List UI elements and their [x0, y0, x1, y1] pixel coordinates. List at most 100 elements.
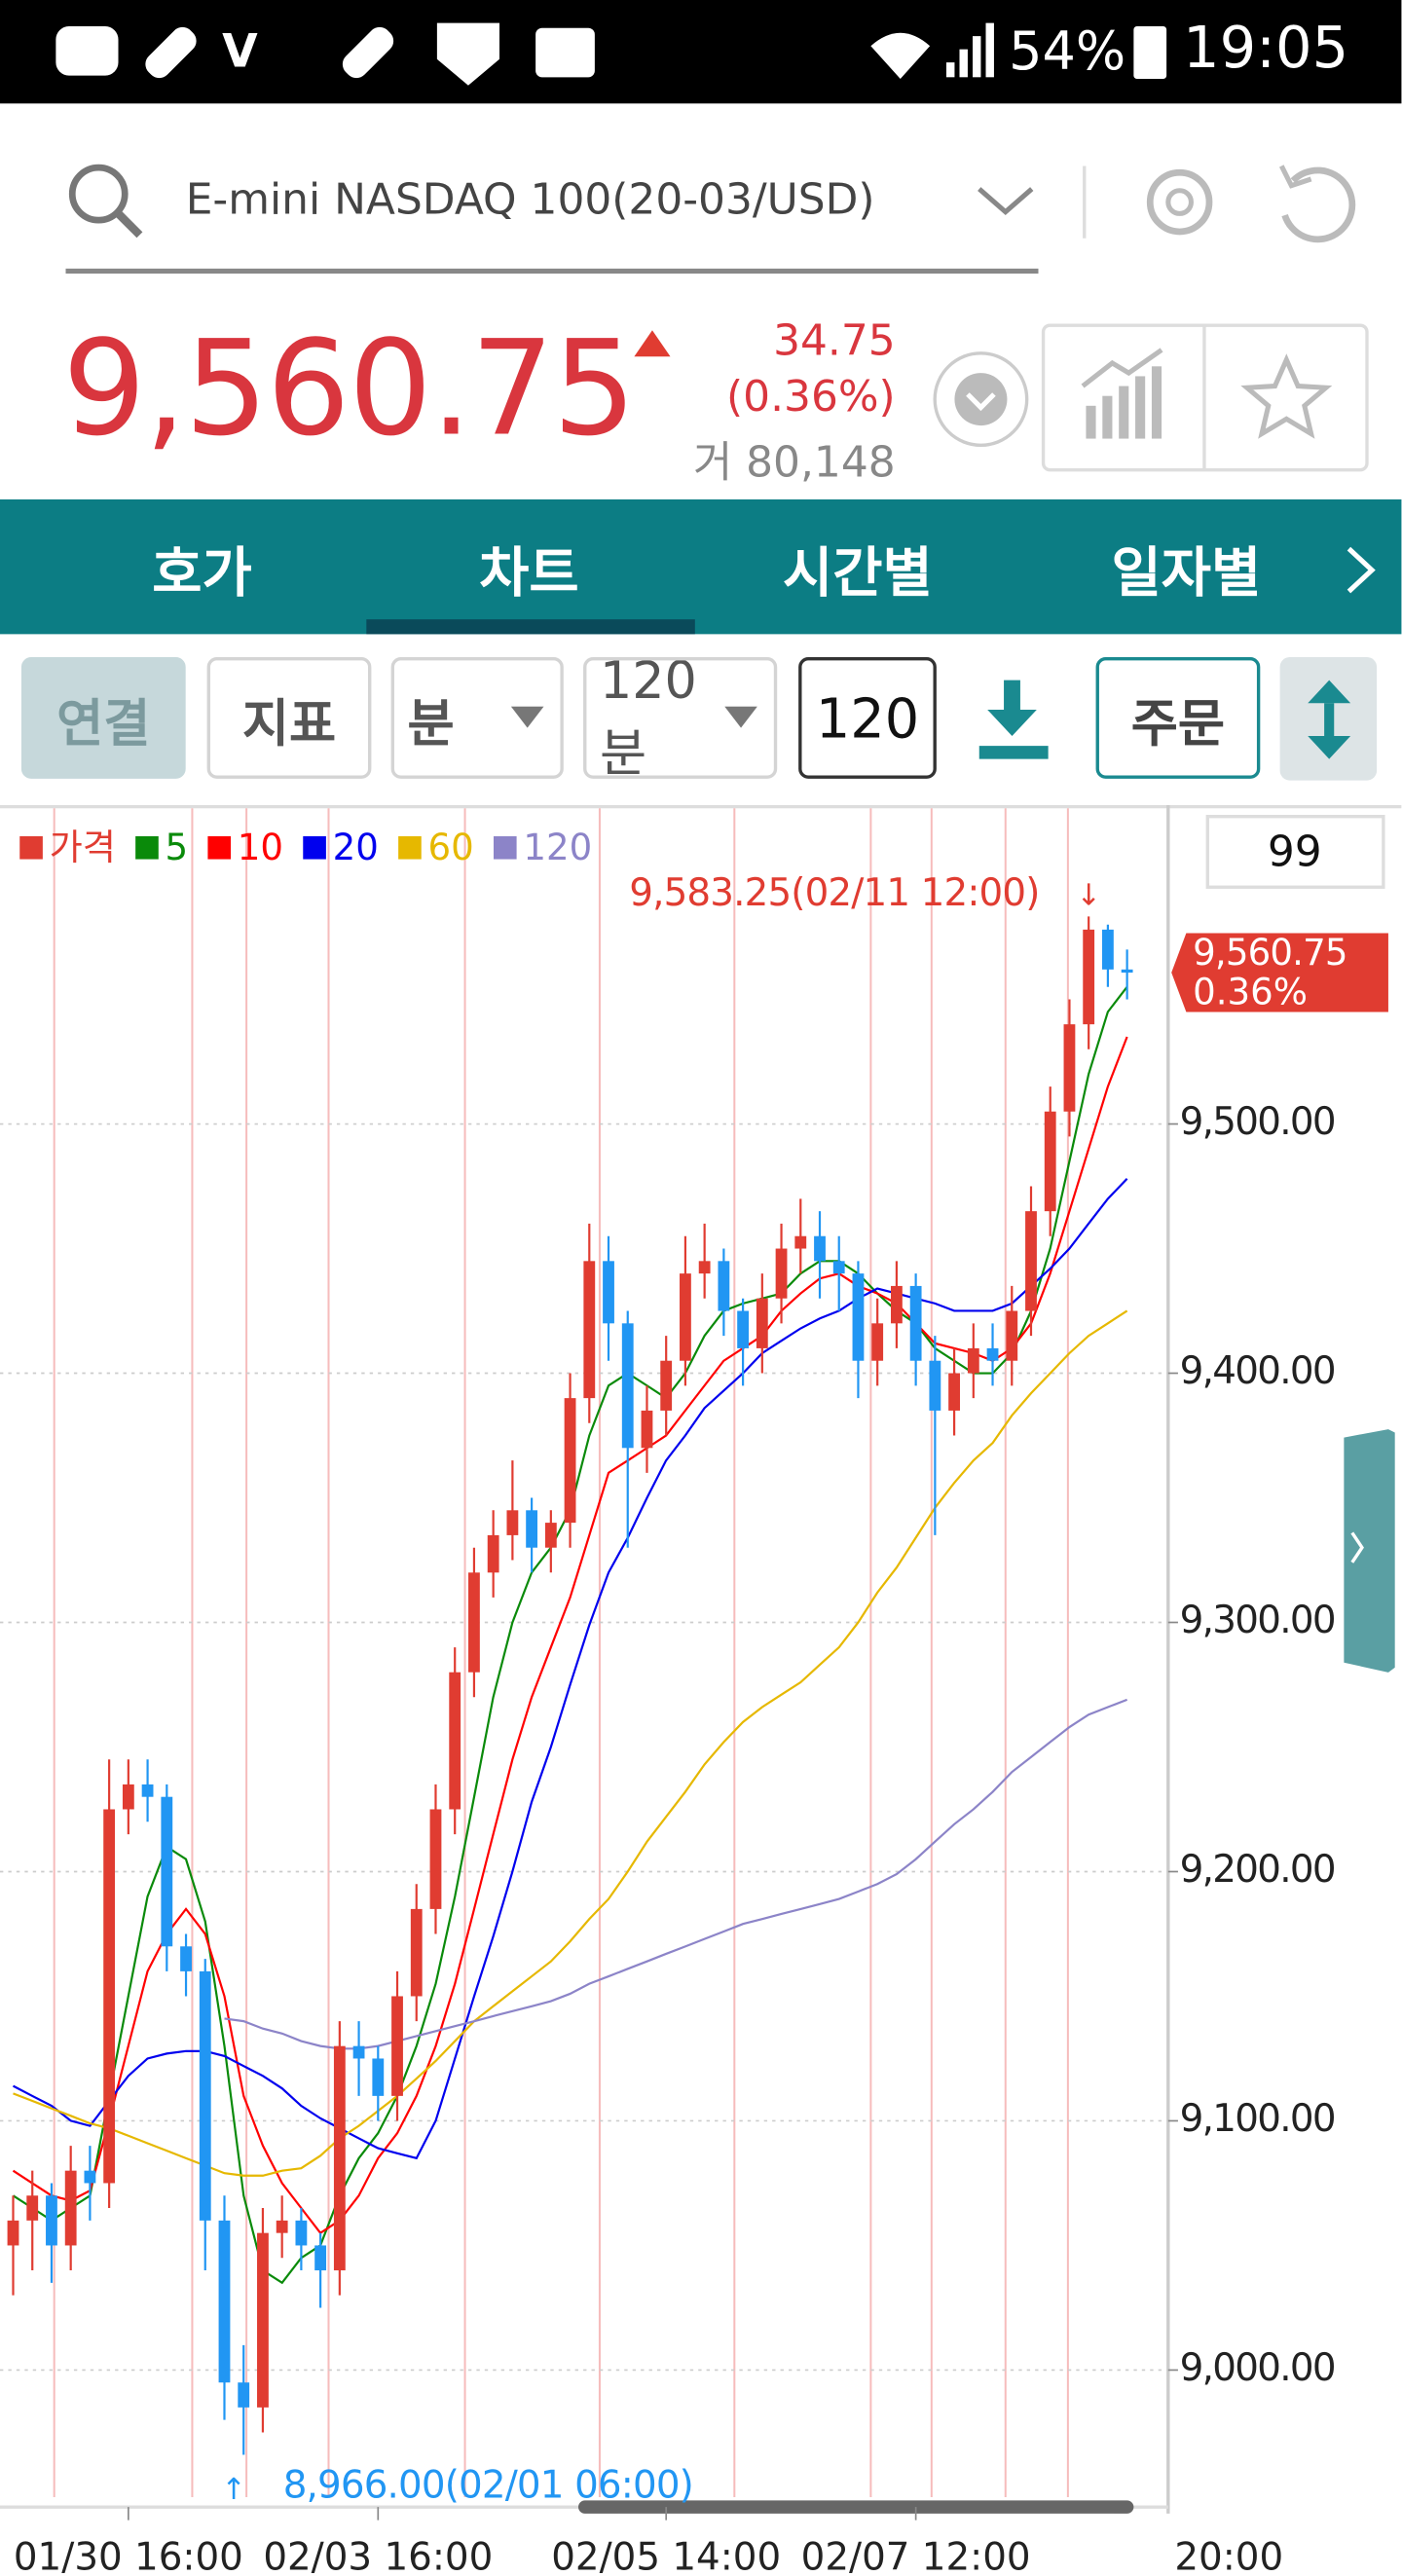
toggle-button[interactable] — [1279, 657, 1379, 782]
candle-body — [698, 1261, 711, 1274]
candle-body — [1121, 969, 1133, 974]
candle-body — [660, 1360, 673, 1411]
candle-body — [372, 2058, 385, 2096]
plot-area — [0, 808, 1168, 2497]
candle-body — [871, 1323, 884, 1361]
side-handle[interactable] — [1344, 1429, 1395, 1673]
candle-body — [1063, 1024, 1076, 1112]
refresh-icon[interactable] — [1281, 166, 1356, 243]
last-price-label: 9,560.75 — [1193, 932, 1347, 974]
ma-line — [13, 1309, 1128, 2177]
legend-label: 5 — [166, 827, 189, 868]
tab[interactable]: 호가 — [152, 540, 252, 605]
candle-body — [680, 1273, 691, 1361]
symbol-name[interactable]: E-mini NASDAQ 100(20-03/USD) — [185, 175, 875, 226]
candle-body — [814, 1235, 826, 1262]
candle-body — [737, 1310, 750, 1348]
candle-body — [64, 2170, 77, 2246]
candle-body — [352, 2045, 365, 2059]
candle-body — [161, 1796, 173, 1947]
settings-icon[interactable] — [1146, 168, 1213, 236]
candle-body — [909, 1285, 922, 1361]
unit-text: 분 — [407, 693, 455, 754]
candle-body — [1025, 1211, 1037, 1311]
legend-label: 60 — [427, 827, 473, 868]
y-tick-label: 9,500.00 — [1180, 1100, 1335, 1144]
candle-body — [852, 1273, 865, 1361]
svg-text:V: V — [222, 25, 258, 79]
candle-body — [544, 1523, 557, 1548]
download-button[interactable] — [973, 674, 1054, 769]
max-annotation: 9,583.25(02/11 12:00) — [629, 871, 1039, 915]
y-tick-label: 9,400.00 — [1180, 1349, 1335, 1393]
tab-indicator — [366, 619, 695, 635]
candle-body — [468, 1572, 480, 1673]
chart-button[interactable] — [1081, 348, 1163, 439]
candle-body — [487, 1534, 499, 1573]
y-tick-label: 9,100.00 — [1180, 2097, 1335, 2141]
max-arrow: ↓ — [1076, 879, 1100, 913]
count-input[interactable]: 120 — [798, 657, 937, 779]
count-box-text: 99 — [1268, 828, 1322, 877]
candle-body — [391, 1996, 403, 2096]
x-tick-label: 02/05 14:00 — [551, 2536, 781, 2576]
candle-body — [756, 1298, 768, 1348]
candle-body — [46, 2195, 57, 2246]
x-tick-label: 01/30 16:00 — [14, 2536, 243, 2576]
tab-active[interactable]: 차트 — [479, 540, 579, 605]
period-select[interactable]: 120분 — [583, 657, 778, 779]
last-pct-label: 0.36% — [1193, 971, 1308, 1012]
status-icons: V — [55, 22, 1167, 86]
candle-body — [603, 1261, 614, 1324]
volume: 거 80,148 — [692, 438, 896, 489]
legend-label: 가격 — [50, 827, 116, 868]
candle-body — [7, 2220, 19, 2246]
ma-line — [12, 1178, 1128, 2160]
candle-body — [526, 1510, 538, 1548]
x-tick-label: 02/03 16:00 — [263, 2536, 493, 2576]
connect-button[interactable]: 연결 — [20, 657, 186, 779]
unit-select[interactable]: 분 — [390, 657, 564, 779]
chart: 99 9,000.00 9,100.00 9,200.00 9,300.00 9,400… — [0, 804, 1402, 2576]
min-annotation: 8,966.00(02/01 06:00) — [283, 2464, 693, 2508]
battery-text: 54% — [1009, 19, 1126, 83]
candle-body — [832, 1261, 845, 1274]
candle-body — [775, 1248, 788, 1299]
legend-swatch — [135, 835, 159, 860]
candle-body — [1101, 929, 1114, 970]
candle-body — [26, 2195, 39, 2221]
legend-label: 20 — [333, 827, 379, 868]
scrollbar[interactable] — [578, 2500, 1134, 2514]
candle-body — [84, 2170, 96, 2184]
candle-body — [986, 1347, 999, 1361]
tab[interactable]: 시간별 — [783, 540, 933, 605]
min-arrow: ↑ — [221, 2473, 245, 2507]
candle-body — [276, 2220, 288, 2233]
last-price-tag — [1171, 933, 1388, 1012]
candle-body — [583, 1261, 596, 1399]
candle-body — [718, 1261, 730, 1311]
candle-body — [564, 1398, 576, 1524]
candle-body — [1006, 1310, 1018, 1361]
up-arrow — [634, 330, 671, 357]
candle-body — [141, 1784, 154, 1797]
change-pct: (0.36%) — [726, 373, 896, 423]
candle-body — [794, 1235, 807, 1249]
order-button[interactable]: 주문 — [1095, 657, 1261, 779]
candle-body — [238, 2382, 250, 2408]
candle-body — [218, 2220, 231, 2383]
legend-swatch — [303, 835, 326, 860]
dropdown-chevron[interactable] — [978, 187, 1034, 216]
candle-body — [449, 1672, 461, 1810]
tab[interactable]: 일자별 — [1111, 540, 1262, 605]
candle-body — [1083, 929, 1095, 1025]
tab-more[interactable] — [1339, 542, 1401, 598]
indicator-button[interactable]: 지표 — [206, 657, 372, 779]
ma-line — [224, 1698, 1128, 2050]
favorite-button[interactable] — [1240, 353, 1333, 439]
ma-line — [12, 1036, 1128, 2235]
candle-body — [122, 1784, 134, 1810]
legend-label: 10 — [238, 827, 283, 868]
